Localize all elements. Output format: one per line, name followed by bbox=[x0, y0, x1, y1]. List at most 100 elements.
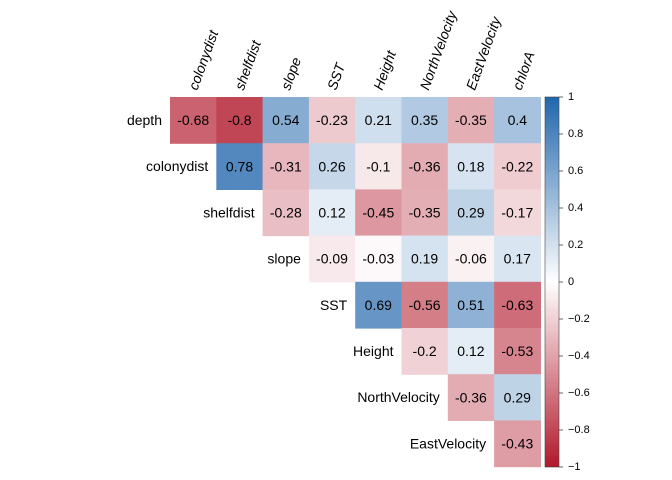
row-label: SST bbox=[320, 297, 348, 313]
cell-value-label: 0.69 bbox=[365, 297, 392, 313]
heatmap-cell bbox=[401, 97, 449, 144]
cell-value-label: -0.28 bbox=[270, 205, 302, 221]
cell-value-label: 0.12 bbox=[457, 343, 484, 359]
heatmap-cell bbox=[308, 143, 356, 190]
color-legend-bar bbox=[544, 96, 560, 468]
heatmap-cell bbox=[262, 143, 310, 190]
heatmap-cell bbox=[447, 328, 495, 375]
color-legend-tick-label: 0.8 bbox=[568, 128, 583, 140]
cell-value-label: -0.8 bbox=[227, 112, 251, 128]
cell-value-label: -0.1 bbox=[366, 158, 390, 174]
row-label: colonydist bbox=[146, 158, 208, 174]
cell-value-label: -0.68 bbox=[177, 112, 209, 128]
heatmap-cell bbox=[494, 189, 541, 237]
cell-value-label: 0.18 bbox=[457, 158, 484, 174]
heatmap-cell bbox=[216, 97, 264, 144]
color-legend-tick-label: −0.6 bbox=[568, 387, 590, 399]
heatmap-cell bbox=[308, 97, 356, 144]
row-label: NorthVelocity bbox=[357, 389, 439, 405]
cell-value-label: -0.09 bbox=[316, 251, 348, 267]
color-legend-tick-label: 0.4 bbox=[568, 202, 583, 214]
cell-value-label: 0.26 bbox=[318, 158, 345, 174]
color-legend-tick-label: −0.8 bbox=[568, 424, 590, 436]
row-label: EastVelocity bbox=[410, 435, 486, 451]
heatmap-cell bbox=[308, 189, 356, 237]
heatmap-cell bbox=[447, 281, 495, 329]
column-label: Height bbox=[370, 47, 399, 92]
heatmap-cell bbox=[262, 97, 310, 144]
row-label: shelfdist bbox=[203, 204, 254, 220]
cell-value-label: -0.36 bbox=[455, 389, 487, 405]
heatmap-cell bbox=[401, 235, 449, 283]
column-labels: colonydist shelfdist slope SST Height NorthVe… bbox=[185, 8, 538, 92]
cell-value-label: -0.22 bbox=[501, 158, 533, 174]
heatmap-cell bbox=[494, 281, 541, 329]
color-legend-tick-label: 1 bbox=[568, 91, 574, 103]
cell-value-label: 0.21 bbox=[365, 112, 392, 128]
cell-value-label: -0.03 bbox=[362, 251, 394, 267]
heatmap-cell bbox=[355, 189, 403, 237]
heatmap-cell bbox=[355, 281, 403, 329]
heatmap-cell bbox=[494, 420, 541, 468]
heatmap-cell bbox=[447, 97, 495, 144]
cell-value-label: 0.29 bbox=[457, 205, 484, 221]
cell-value-label: -0.35 bbox=[455, 112, 487, 128]
color-legend-tick-label: 0 bbox=[568, 276, 574, 288]
color-legend-tick-label: 0.2 bbox=[568, 239, 583, 251]
heatmap-cell bbox=[494, 328, 541, 375]
heatmap-cell bbox=[401, 328, 449, 375]
heatmap-cell bbox=[355, 97, 403, 144]
row-labels: depth colonydist shelfdist slope SST Height No… bbox=[127, 112, 486, 451]
column-label: shelfdist bbox=[231, 37, 264, 92]
cell-value-label: 0.4 bbox=[508, 112, 528, 128]
cell-value-label: -0.36 bbox=[409, 158, 441, 174]
heatmap-cell bbox=[262, 189, 310, 237]
heatmap-cell bbox=[308, 235, 356, 283]
color-legend-tick-label: −1 bbox=[568, 461, 581, 473]
cell-value-label: 0.12 bbox=[318, 205, 345, 221]
heatmap-cell bbox=[447, 189, 495, 237]
cell-value-label: -0.43 bbox=[501, 436, 533, 452]
column-label: slope bbox=[278, 55, 305, 92]
heatmap-cell bbox=[447, 235, 495, 283]
heatmap-cell bbox=[447, 374, 495, 421]
heatmap-cell bbox=[401, 143, 449, 190]
heatmap-cell bbox=[216, 143, 264, 190]
heatmap-cell bbox=[401, 189, 449, 237]
cell-value-label: -0.53 bbox=[501, 343, 533, 359]
column-label: NorthVelocity bbox=[416, 8, 460, 92]
row-label: Height bbox=[353, 343, 394, 359]
cell-value-label: 0.35 bbox=[411, 112, 438, 128]
cell-value-label: -0.56 bbox=[409, 297, 441, 313]
cell-value-label: -0.31 bbox=[270, 158, 302, 174]
cell-value-label: 0.51 bbox=[457, 297, 484, 313]
heatmap-cell bbox=[494, 143, 541, 190]
heatmap-cell bbox=[355, 143, 403, 190]
heatmap-cell bbox=[494, 374, 541, 421]
column-label: SST bbox=[324, 60, 349, 92]
color-legend: 1 0.8 0.6 0.4 0.2 0 −0.2 −0.4 −0.6 −0.8 −1 bbox=[544, 91, 590, 473]
cell-value-label: -0.2 bbox=[413, 343, 437, 359]
color-legend-tick-label: 0.6 bbox=[568, 165, 583, 177]
cell-value-label: 0.17 bbox=[504, 251, 531, 267]
column-label: colonydist bbox=[185, 27, 222, 92]
color-legend-tick-label: −0.2 bbox=[568, 313, 590, 325]
row-label: slope bbox=[267, 251, 301, 267]
heatmap-cell bbox=[447, 143, 495, 190]
column-label: EastVelocity bbox=[463, 14, 505, 92]
cell-value-label: 0.78 bbox=[226, 158, 253, 174]
cell-value-label: -0.23 bbox=[316, 112, 348, 128]
cell-value-label: -0.35 bbox=[409, 205, 441, 221]
cell-value-label: -0.63 bbox=[501, 297, 533, 313]
heatmap-cell bbox=[355, 235, 403, 283]
cell-value-label: 0.54 bbox=[272, 112, 299, 128]
heatmap-cell bbox=[401, 281, 449, 329]
cell-value-label: -0.45 bbox=[362, 205, 394, 221]
cell-value-label: -0.06 bbox=[455, 251, 487, 267]
row-label: depth bbox=[127, 112, 162, 128]
cell-value-label: -0.17 bbox=[501, 205, 533, 221]
cell-value-label: 0.19 bbox=[411, 251, 438, 267]
column-label: chlorA bbox=[509, 49, 538, 92]
heatmap-cell bbox=[170, 97, 217, 144]
